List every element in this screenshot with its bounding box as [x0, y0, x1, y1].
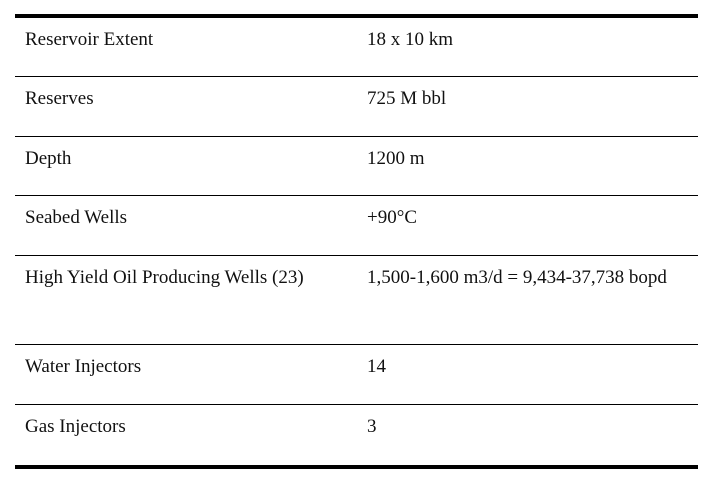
row-value: 725 M bbl — [367, 88, 447, 109]
table-row: Depth 1200 m — [15, 137, 698, 196]
row-label: Reserves — [25, 88, 94, 109]
data-table: Reservoir Extent 18 x 10 km Reserves 725 M … — [15, 14, 698, 469]
row-value: 14 — [367, 356, 386, 377]
table-row: High Yield Oil Producing Wells (23) 1,500… — [15, 256, 698, 345]
table-row: Seabed Wells +90°C — [15, 196, 698, 256]
table-row: Reservoir Extent 18 x 10 km — [15, 18, 698, 77]
row-value: 3 — [367, 416, 377, 437]
table-row: Gas Injectors 3 — [15, 405, 698, 465]
row-value: 1,500-1,600 m3/d = 9,434-37,738 bopd — [367, 267, 667, 288]
row-label: High Yield Oil Producing Wells (23) — [25, 267, 304, 288]
row-value: 1200 m — [367, 148, 425, 169]
row-value: +90°C — [367, 207, 417, 228]
row-label: Depth — [25, 148, 72, 169]
row-label: Seabed Wells — [25, 207, 128, 228]
table-row: Water Injectors 14 — [15, 345, 698, 405]
row-label: Gas Injectors — [25, 416, 126, 437]
table-row: Reserves 725 M bbl — [15, 77, 698, 137]
row-label: Water Injectors — [25, 356, 142, 377]
row-label: Reservoir Extent — [25, 29, 154, 50]
row-value: 18 x 10 km — [367, 29, 454, 50]
